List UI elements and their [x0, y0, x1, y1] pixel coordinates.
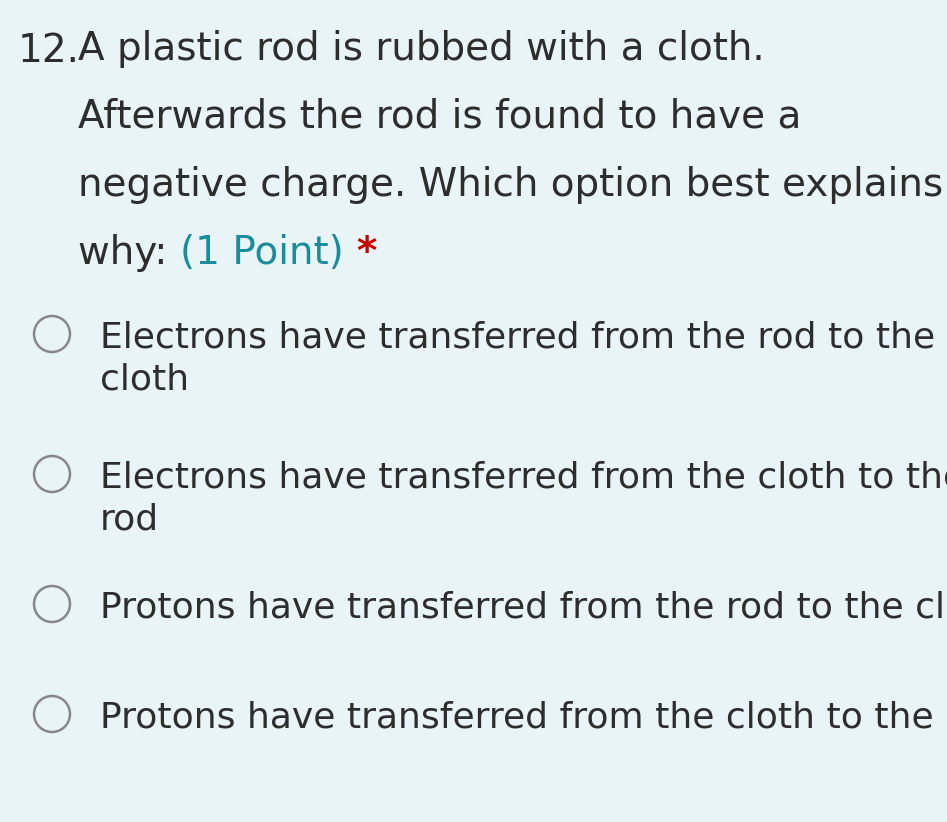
Text: rod: rod — [100, 502, 159, 536]
Circle shape — [34, 316, 70, 352]
Text: Protons have transferred from the rod to the cloth: Protons have transferred from the rod to… — [100, 590, 947, 624]
Text: Electrons have transferred from the cloth to the: Electrons have transferred from the clot… — [100, 460, 947, 494]
Circle shape — [34, 586, 70, 622]
Text: 12.: 12. — [18, 32, 80, 70]
Text: A plastic rod is rubbed with a cloth.: A plastic rod is rubbed with a cloth. — [78, 30, 765, 68]
Text: negative charge. Which option best explains: negative charge. Which option best expla… — [78, 166, 943, 204]
Text: Electrons have transferred from the rod to the: Electrons have transferred from the rod … — [100, 320, 935, 354]
Text: Protons have transferred from the cloth to the rod: Protons have transferred from the cloth … — [100, 700, 947, 734]
Text: why:: why: — [78, 234, 180, 272]
Text: cloth: cloth — [100, 362, 189, 396]
Text: Afterwards the rod is found to have a: Afterwards the rod is found to have a — [78, 98, 801, 136]
Text: *: * — [356, 234, 376, 272]
Text: (1 Point): (1 Point) — [180, 234, 356, 272]
Circle shape — [34, 696, 70, 732]
Circle shape — [34, 456, 70, 492]
